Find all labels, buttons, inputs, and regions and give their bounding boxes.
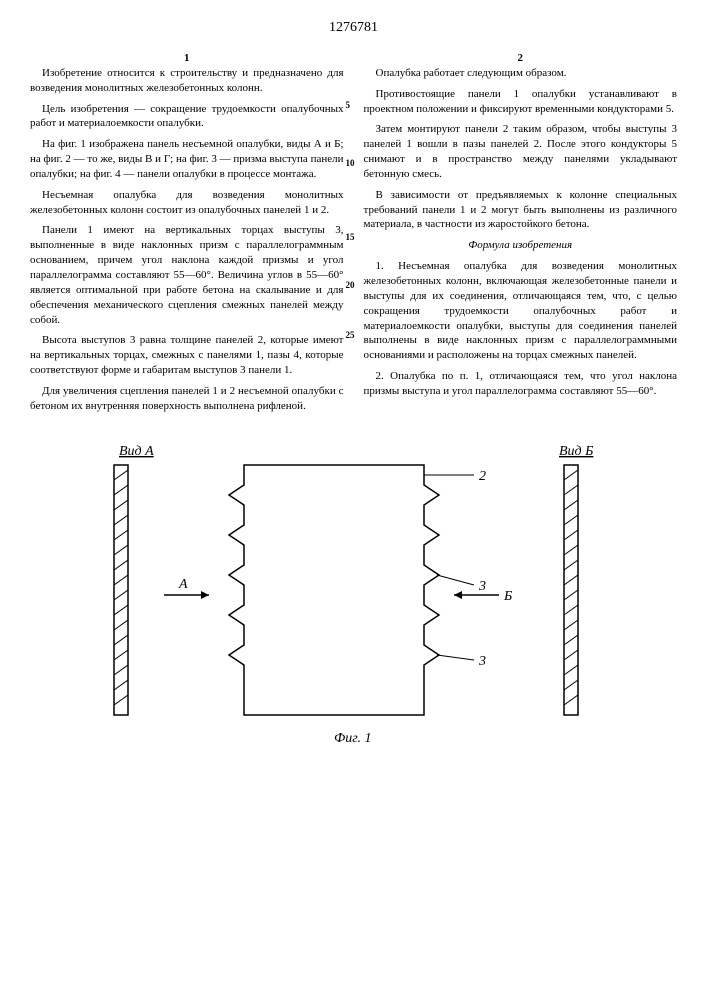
figure-1: Вид А Вид Б: [30, 440, 677, 750]
left-p2: Цель изобретения — сокращение трудоемкос…: [30, 102, 344, 132]
left-p4: Несъемная опалубка для возведения моноли…: [30, 188, 344, 218]
left-p7: Для увеличения сцепления панелей 1 и 2 н…: [30, 384, 344, 414]
line-number: 5: [346, 99, 351, 111]
col-marker-right: 2: [364, 51, 678, 66]
panel-center: [229, 465, 439, 715]
left-p1: Изобретение относится к строительству и …: [30, 66, 344, 96]
right-p2: Противостоящие панели 1 опалубки устанав…: [364, 87, 678, 117]
left-p5: Панели 1 имеют на вертикальных торцах вы…: [30, 223, 344, 327]
left-p3: На фиг. 1 изображена панель несъемной оп…: [30, 137, 344, 182]
label-3b: 3: [478, 654, 486, 669]
label-3a: 3: [478, 579, 486, 594]
view-b-label: Вид Б: [559, 444, 593, 459]
col-marker-left: 1: [30, 51, 344, 66]
left-p6: Высота выступов 3 равна толщине панелей …: [30, 333, 344, 378]
panel-view-b: [564, 465, 578, 715]
right-p4: В зависимости от предъявляемых к колонне…: [364, 188, 678, 233]
arrow-b-label: Б: [503, 589, 512, 604]
line-number: 10: [346, 157, 355, 169]
panel-view-a: [114, 465, 128, 715]
right-p3: Затем монтируют панели 2 таким образом, …: [364, 122, 678, 181]
right-column: 510152025 2 Опалубка работает следующим …: [364, 51, 678, 420]
line-number: 15: [346, 231, 355, 243]
view-a-label: Вид А: [119, 444, 154, 459]
figure-svg: Вид А Вид Б: [54, 440, 654, 750]
label-2: 2: [479, 469, 486, 484]
patent-number: 1276781: [30, 20, 677, 36]
text-columns: 1 Изобретение относится к строительству …: [30, 51, 677, 420]
line-number: 20: [346, 279, 355, 291]
claim-1: 1. Несъемная опалубка для возведения мон…: [364, 259, 678, 363]
figure-caption: Фиг. 1: [334, 731, 372, 746]
arrow-a-label: А: [178, 577, 188, 592]
claim-2: 2. Опалубка по п. 1, отличающаяся тем, ч…: [364, 369, 678, 399]
line-number: 25: [346, 329, 355, 341]
left-column: 1 Изобретение относится к строительству …: [30, 51, 344, 420]
formula-title: Формула изобретения: [364, 238, 678, 253]
right-p1: Опалубка работает следующим образом.: [364, 66, 678, 81]
